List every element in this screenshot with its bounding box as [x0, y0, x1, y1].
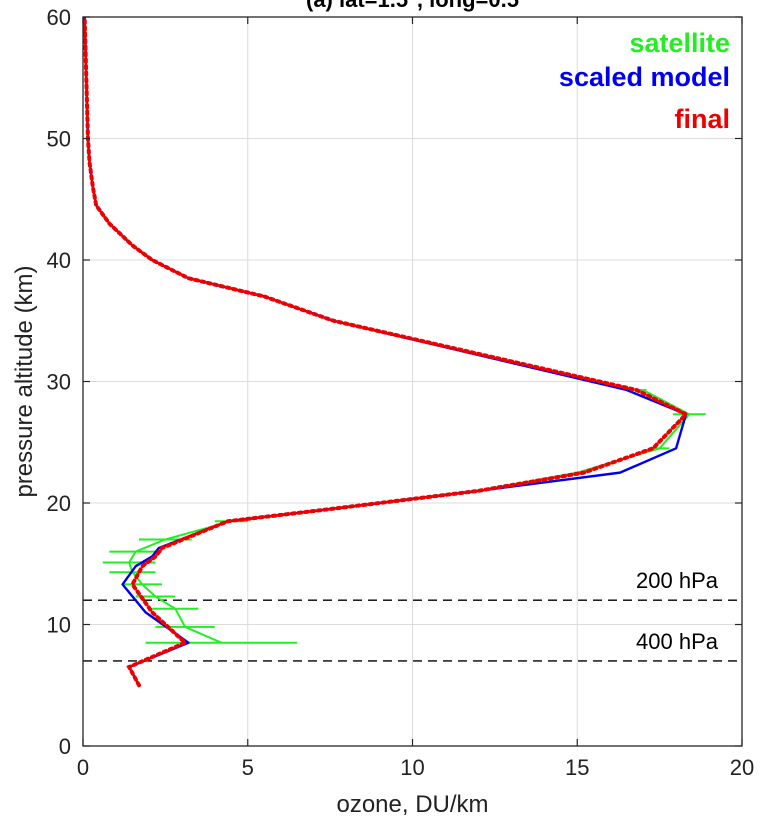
pressure-reference-label: 200 hPa	[636, 568, 719, 593]
x-tick-label: 10	[400, 755, 424, 780]
y-axis-label: pressure altitude (km)	[11, 265, 38, 497]
legend: satellite scaled model final	[559, 28, 730, 134]
x-tick-label: 5	[242, 755, 254, 780]
axis-ticks: 0 5 10 15 20 0 10 20 30 40 50 60	[47, 5, 755, 780]
y-tick-label: 0	[59, 734, 71, 759]
y-tick-label: 10	[47, 613, 71, 638]
y-tick-label: 60	[47, 5, 71, 30]
x-tick-label: 0	[77, 755, 89, 780]
y-tick-label: 40	[47, 248, 71, 273]
reference-lines: 200 hPa 400 hPa	[83, 568, 742, 662]
data-series	[82, 15, 706, 688]
y-tick-label: 20	[47, 491, 71, 516]
gridlines	[83, 17, 742, 746]
x-tick-label: 20	[730, 755, 754, 780]
chart-title: (a) lat=1.5°, long=0.5	[306, 0, 519, 12]
y-tick-label: 30	[47, 370, 71, 395]
y-tick-label: 50	[47, 127, 71, 152]
legend-scaled-model: scaled model	[559, 62, 730, 92]
x-tick-label: 15	[565, 755, 589, 780]
legend-satellite: satellite	[629, 28, 730, 58]
pressure-reference-label: 400 hPa	[636, 629, 719, 654]
x-axis-label: ozone, DU/km	[336, 791, 488, 818]
final-line	[82, 15, 690, 688]
legend-final: final	[674, 104, 730, 134]
